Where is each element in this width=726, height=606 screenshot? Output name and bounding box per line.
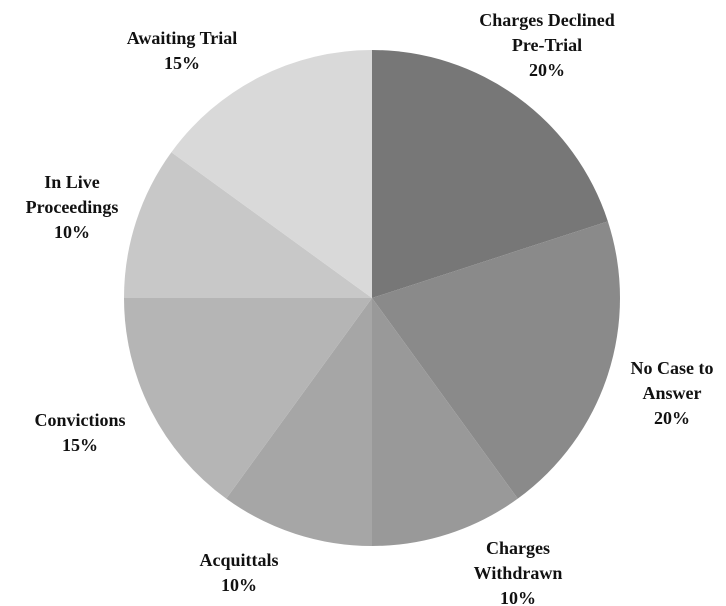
pie-slice bbox=[124, 152, 372, 298]
pie-slice bbox=[372, 298, 518, 546]
category-label: Charges Withdrawn bbox=[473, 538, 563, 583]
value-label: 20% bbox=[654, 408, 690, 428]
pie-slice bbox=[124, 298, 372, 499]
slice-label: In Live Proceedings 10% bbox=[17, 170, 127, 245]
slice-label: Awaiting Trial 15% bbox=[107, 26, 257, 76]
slice-label: Convictions 15% bbox=[15, 408, 145, 458]
value-label: 10% bbox=[221, 575, 257, 595]
pie-slice bbox=[372, 50, 608, 298]
pie-slice bbox=[171, 50, 372, 298]
value-label: 20% bbox=[529, 60, 565, 80]
pie-slice bbox=[226, 298, 372, 546]
slice-label: Charges Declined Pre-Trial 20% bbox=[462, 8, 632, 83]
category-label: Awaiting Trial bbox=[126, 28, 238, 48]
value-label: 15% bbox=[164, 53, 200, 73]
slice-label: No Case to Answer 20% bbox=[622, 356, 722, 431]
category-label: In Live Proceedings bbox=[25, 172, 119, 217]
value-label: 15% bbox=[62, 435, 98, 455]
value-label: 10% bbox=[54, 222, 90, 242]
category-label: Charges Declined Pre-Trial bbox=[479, 10, 615, 55]
slice-label: Acquittals 10% bbox=[179, 548, 299, 598]
slice-label: Charges Withdrawn 10% bbox=[468, 536, 568, 606]
value-label: 10% bbox=[500, 588, 536, 606]
category-label: Convictions bbox=[34, 410, 126, 430]
category-label: Acquittals bbox=[199, 550, 279, 570]
pie-slice bbox=[372, 221, 620, 499]
category-label: No Case to Answer bbox=[630, 358, 714, 403]
